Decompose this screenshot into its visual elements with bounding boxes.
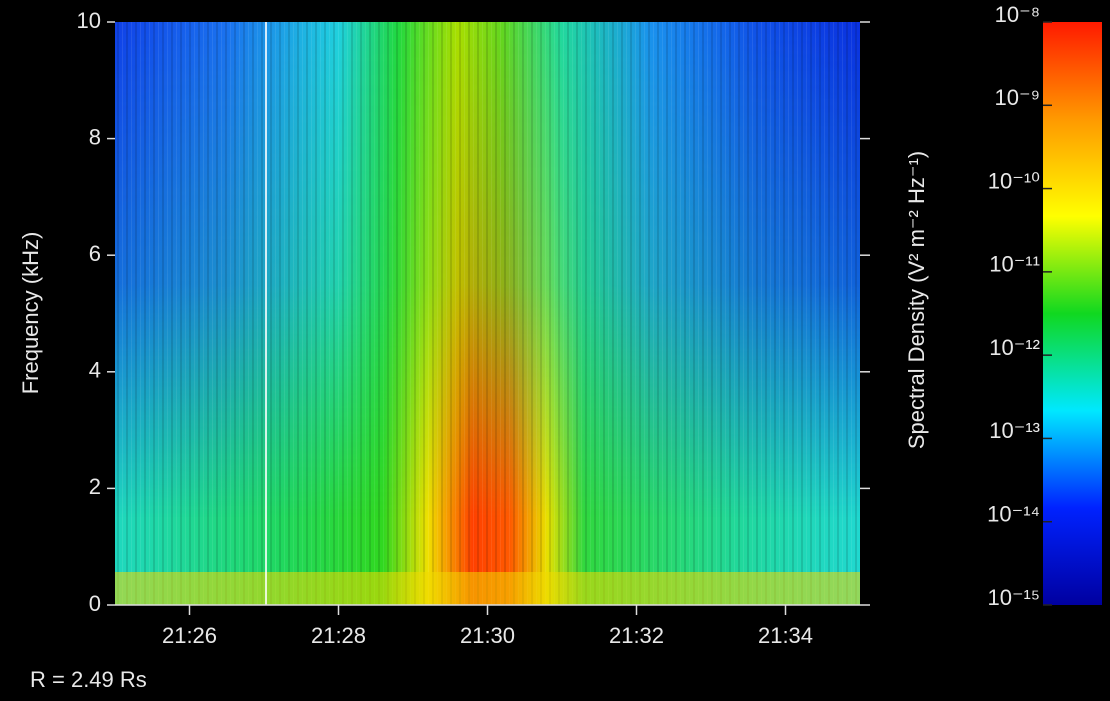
colorbar-tick-label: 10⁻⁹	[994, 85, 1040, 110]
y-tick-label: 10	[77, 8, 101, 33]
y-axis-label: Frequency (kHz)	[18, 232, 43, 395]
spectrogram	[115, 22, 860, 605]
x-tick-label: 21:26	[162, 623, 217, 648]
y-tick-label: 0	[89, 591, 101, 616]
colorbar-label: Spectral Density (V² m⁻² Hz⁻¹)	[904, 151, 929, 449]
colorbar-tick-label: 10⁻¹⁴	[987, 502, 1040, 527]
annotation: R = 2.49 Rs	[30, 667, 147, 692]
x-tick-label: 21:30	[460, 623, 515, 648]
x-tick-label: 21:32	[609, 623, 664, 648]
x-tick-label: 21:28	[311, 623, 366, 648]
y-tick-label: 6	[89, 241, 101, 266]
colorbar-tick-label: 10⁻⁸	[995, 2, 1040, 27]
colorbar	[1043, 22, 1102, 605]
y-tick-label: 8	[89, 124, 101, 149]
colorbar-tick-label: 10⁻¹²	[989, 335, 1040, 360]
colorbar-tick-label: 10⁻¹¹	[989, 252, 1040, 277]
x-tick-label: 21:34	[758, 623, 813, 648]
colorbar-tick-label: 10⁻¹⁰	[988, 168, 1040, 193]
colorbar-tick-label: 10⁻¹⁵	[987, 585, 1040, 610]
y-tick-label: 4	[89, 358, 101, 383]
y-tick-label: 2	[89, 474, 101, 499]
colorbar-tick-label: 10⁻¹³	[989, 418, 1040, 443]
